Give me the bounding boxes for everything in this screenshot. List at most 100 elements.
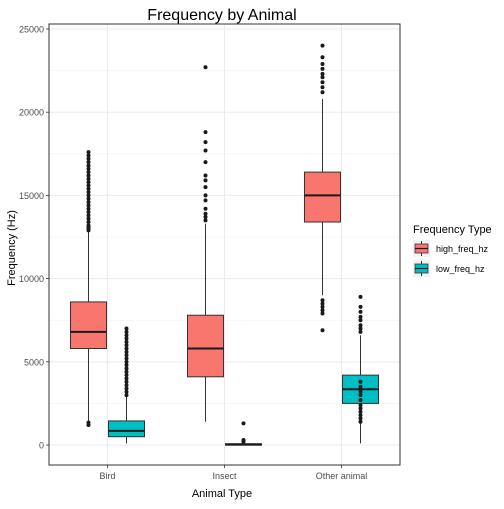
outlier-point bbox=[86, 180, 91, 185]
outlier-point bbox=[203, 173, 208, 178]
legend-entry-low: low_freq_hz bbox=[413, 260, 485, 277]
x-tick-label: Other animal bbox=[316, 471, 368, 481]
outlier-point bbox=[86, 183, 91, 188]
outlier-point bbox=[203, 211, 208, 216]
legend-label: low_freq_hz bbox=[436, 264, 485, 274]
outlier-point bbox=[124, 349, 129, 354]
outlier-point bbox=[124, 329, 129, 334]
outlier-point bbox=[124, 386, 129, 391]
outlier-point bbox=[203, 130, 208, 135]
outlier-point bbox=[320, 308, 325, 313]
outlier-point bbox=[358, 419, 363, 424]
outlier-point bbox=[203, 198, 208, 203]
outlier-point bbox=[320, 43, 325, 48]
legend-label: high_freq_hz bbox=[436, 244, 489, 254]
outlier-point bbox=[86, 150, 91, 155]
plot-border bbox=[48, 23, 401, 466]
y-axis-title: Frequency (Hz) bbox=[6, 210, 18, 286]
box-high_freq_hz-other-animal bbox=[304, 43, 341, 333]
outlier-point bbox=[358, 326, 363, 331]
outlier-point bbox=[203, 215, 208, 220]
legend-entry-high: high_freq_hz bbox=[413, 240, 489, 257]
outlier-point bbox=[358, 304, 363, 309]
outlier-point bbox=[124, 339, 129, 344]
outlier-point bbox=[86, 200, 91, 205]
outlier-point bbox=[124, 389, 129, 394]
outlier-point bbox=[203, 193, 208, 198]
outlier-point bbox=[358, 403, 363, 408]
outlier-point bbox=[358, 413, 363, 418]
outlier-point bbox=[86, 173, 91, 178]
box-low_freq_hz-bird bbox=[108, 326, 145, 444]
outlier-point bbox=[124, 343, 129, 348]
outlier-point bbox=[203, 65, 208, 70]
box-low_freq_hz-insect bbox=[225, 421, 262, 446]
y-tick-label: 25000 bbox=[19, 24, 44, 34]
outlier-point bbox=[203, 160, 208, 165]
plot-area: 0 5000 10000 15000 20000 25000 Bird Insect Other… bbox=[19, 23, 401, 481]
outlier-point bbox=[86, 216, 91, 221]
x-axis-title: Animal Type bbox=[192, 488, 252, 500]
outlier-point bbox=[86, 213, 91, 218]
outlier-point bbox=[203, 148, 208, 153]
outlier-point bbox=[203, 218, 208, 223]
y-tick-label: 15000 bbox=[19, 191, 44, 201]
outlier-point bbox=[124, 353, 129, 358]
outlier-point bbox=[86, 220, 91, 225]
outlier-point bbox=[124, 333, 129, 338]
outlier-point bbox=[358, 384, 363, 389]
outlier-point bbox=[320, 71, 325, 76]
outlier-point bbox=[320, 85, 325, 90]
outlier-point bbox=[124, 346, 129, 351]
outlier-point bbox=[358, 409, 363, 414]
outlier-point bbox=[320, 61, 325, 66]
outlier-point bbox=[86, 166, 91, 171]
outlier-point bbox=[86, 210, 91, 215]
outlier-point bbox=[124, 373, 129, 378]
chart-title: Frequency by Animal bbox=[147, 7, 296, 24]
outlier-point bbox=[320, 75, 325, 80]
outlier-point bbox=[203, 178, 208, 183]
outlier-point bbox=[203, 206, 208, 211]
outlier-point bbox=[358, 323, 363, 328]
outlier-point bbox=[358, 393, 363, 398]
outlier-point bbox=[86, 190, 91, 195]
outlier-point bbox=[86, 160, 91, 165]
outlier-point bbox=[203, 140, 208, 145]
outlier-point bbox=[124, 379, 129, 384]
outlier-point bbox=[358, 379, 363, 384]
outlier-point bbox=[86, 170, 91, 175]
outlier-point bbox=[358, 309, 363, 314]
box bbox=[108, 420, 145, 438]
box bbox=[187, 314, 224, 378]
outlier-point bbox=[241, 438, 246, 443]
outlier-point bbox=[86, 420, 91, 425]
outlier-point bbox=[86, 203, 91, 208]
outlier-point bbox=[320, 55, 325, 60]
outlier-point bbox=[124, 366, 129, 371]
outlier-point bbox=[320, 304, 325, 309]
box-high_freq_hz-insect bbox=[187, 65, 224, 422]
outlier-point bbox=[86, 206, 91, 211]
outlier-point bbox=[124, 336, 129, 341]
outlier-point bbox=[358, 314, 363, 319]
outlier-point bbox=[358, 406, 363, 411]
outlier-point bbox=[358, 416, 363, 421]
x-tick-label: Insect bbox=[212, 471, 237, 481]
y-tick-label: 0 bbox=[39, 441, 44, 451]
outlier-point bbox=[358, 318, 363, 323]
outlier-point bbox=[320, 80, 325, 85]
box-high_freq_hz-bird bbox=[70, 150, 107, 428]
outlier-point bbox=[86, 186, 91, 191]
outlier-point bbox=[124, 393, 129, 398]
outlier-point bbox=[320, 90, 325, 95]
legend-title: Frequency Type bbox=[413, 224, 492, 236]
box bbox=[304, 171, 341, 223]
box-low_freq_hz-other-animal bbox=[342, 294, 379, 444]
outlier-point bbox=[124, 383, 129, 388]
outlier-point bbox=[124, 376, 129, 381]
legend: Frequency Type high_freq_hz low_freq_hz bbox=[413, 224, 492, 277]
outlier-point bbox=[86, 223, 91, 228]
